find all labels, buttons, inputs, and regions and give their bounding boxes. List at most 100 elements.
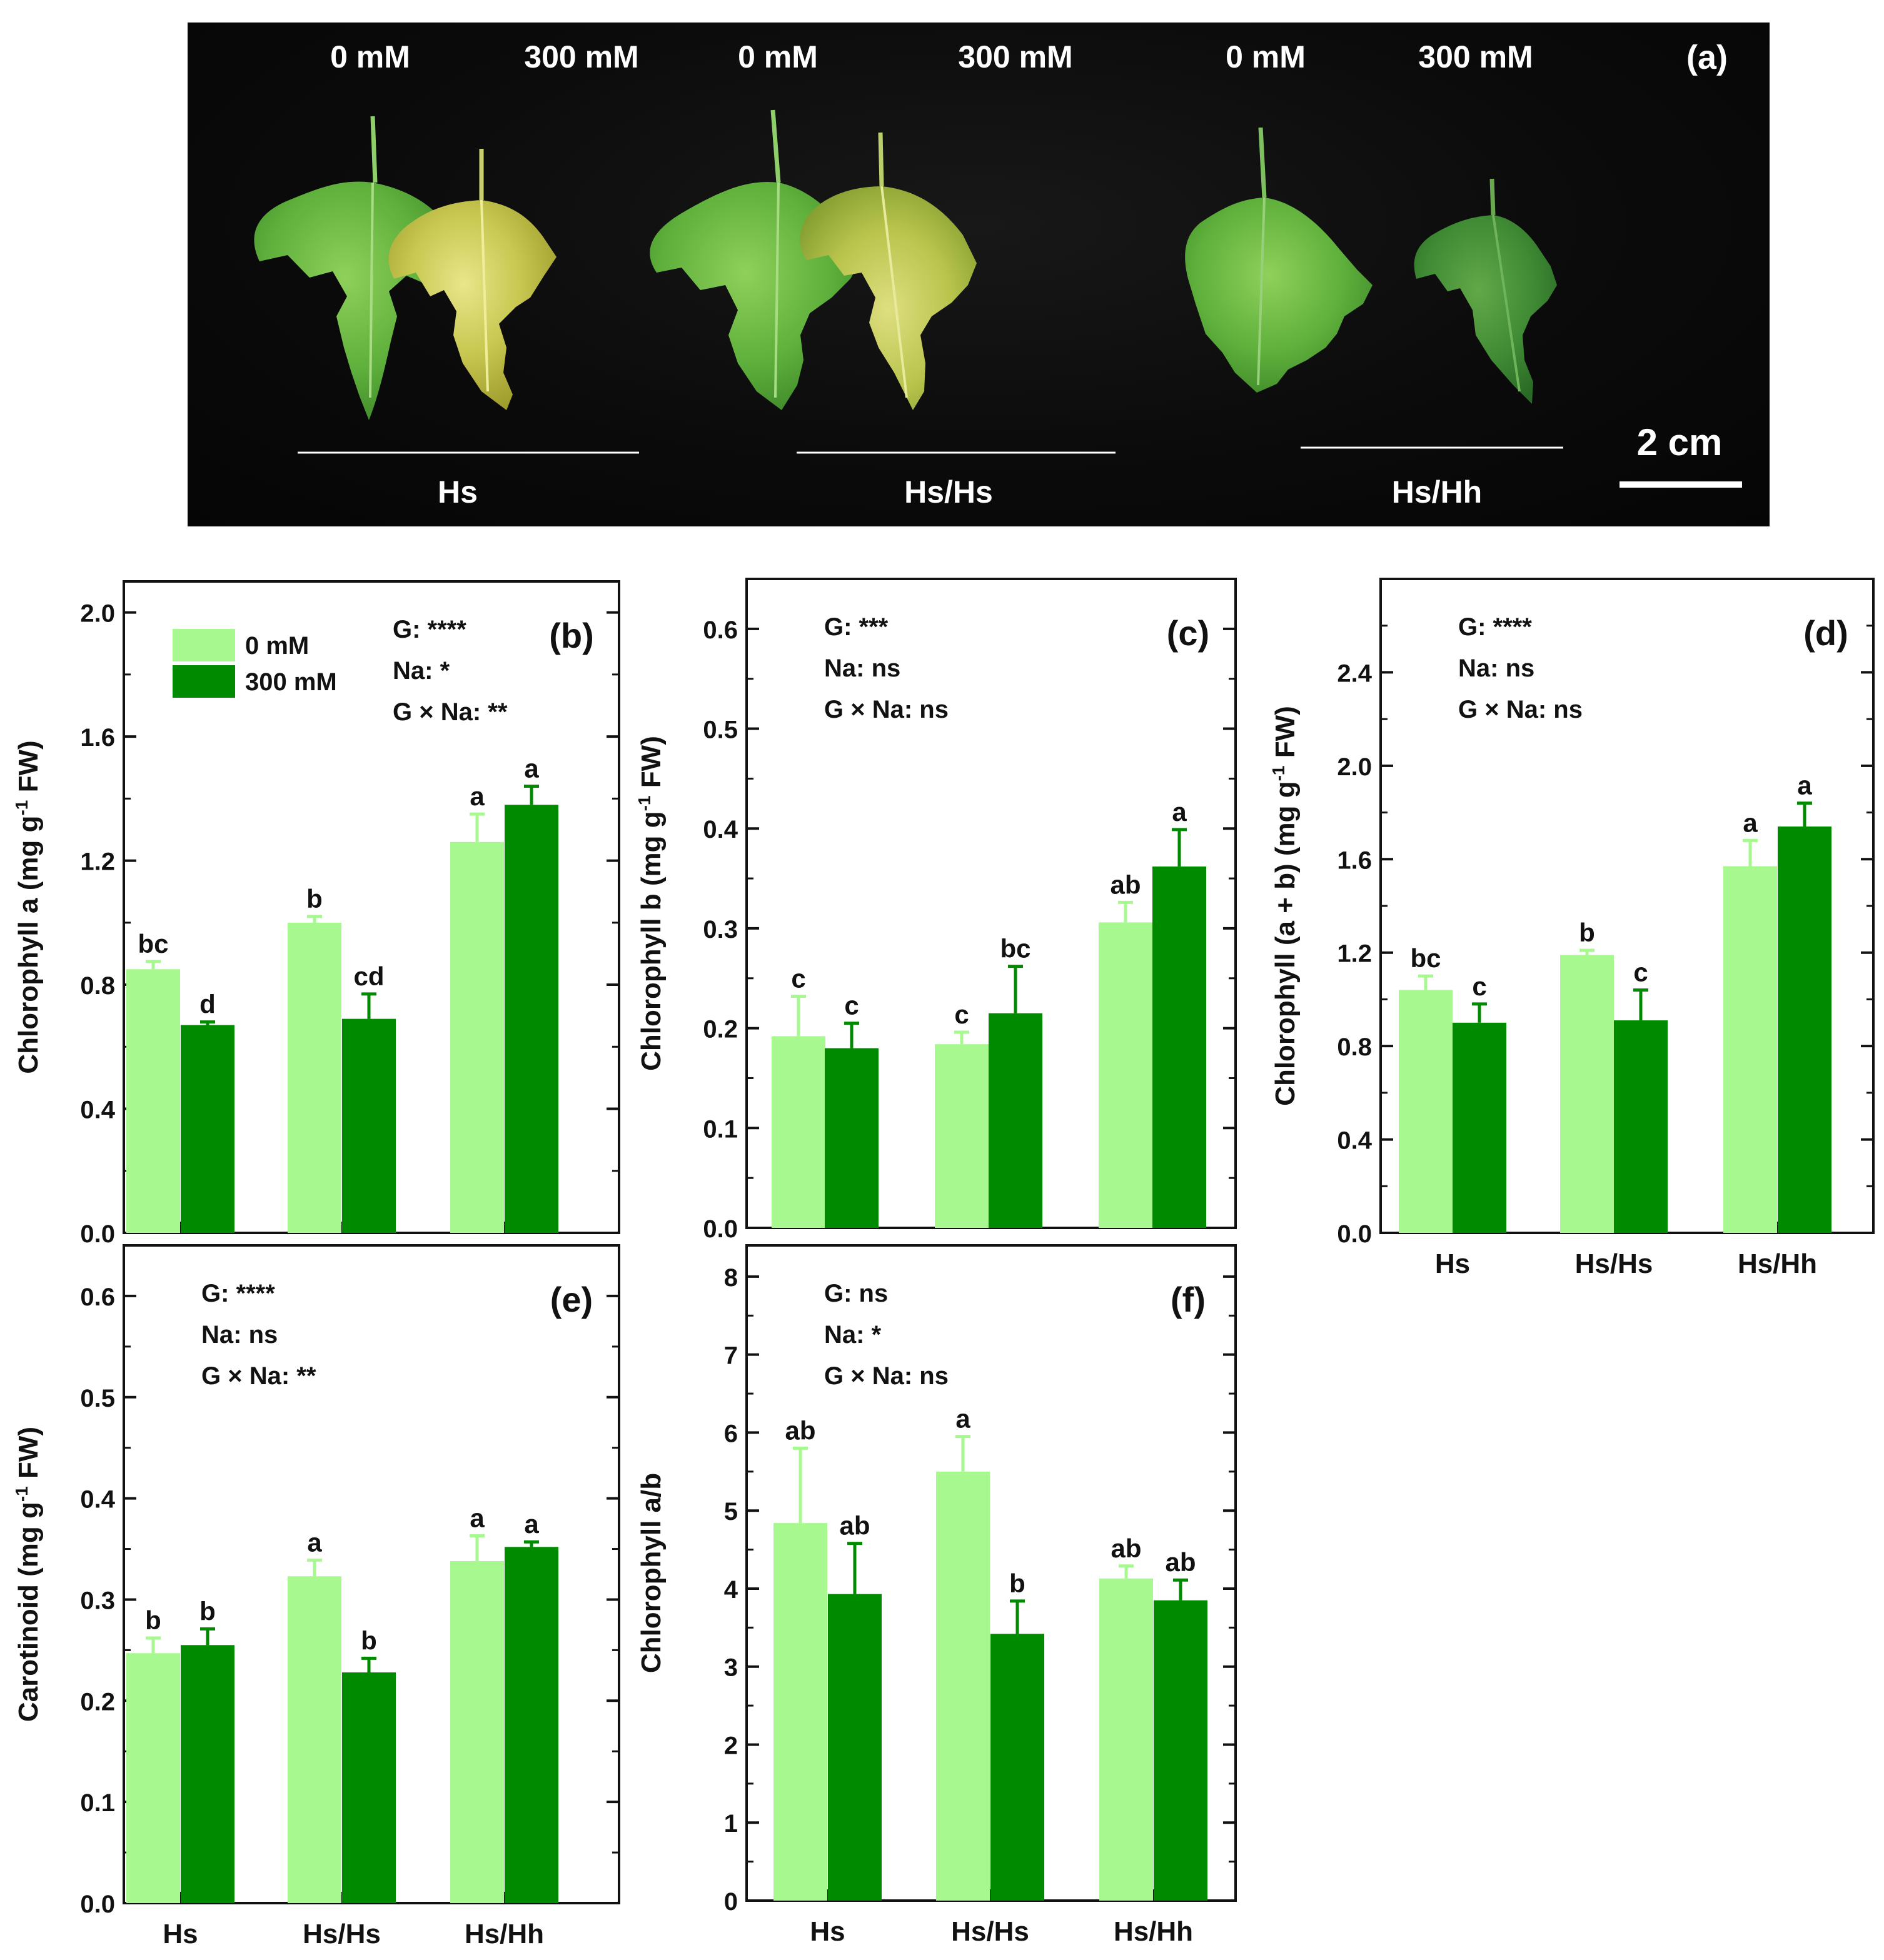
bar <box>773 1523 827 1901</box>
significance-letter: a <box>1743 808 1758 837</box>
y-tick-label: 2.0 <box>1337 753 1372 781</box>
y-tick-label: 2 <box>724 1732 738 1759</box>
y-tick-label: 0.0 <box>80 1220 115 1248</box>
panel-label: (a) <box>1686 39 1728 76</box>
stats-text: G × Na: ns <box>824 1362 949 1390</box>
significance-letter: a <box>470 781 485 811</box>
y-tick-label: 0.8 <box>1337 1033 1372 1061</box>
bar <box>181 1645 234 1903</box>
stats-text: G × Na: ** <box>393 698 508 726</box>
stats-text: G × Na: ns <box>1458 696 1583 723</box>
stats-text: Na: ns <box>201 1321 278 1349</box>
significance-letter: c <box>844 991 859 1020</box>
significance-letter: a <box>524 1509 539 1539</box>
stats-text: G × Na: ** <box>201 1362 316 1390</box>
bar <box>1154 1600 1207 1901</box>
y-axis-label: Chlorophyll a (mg g-1 FW) <box>12 740 44 1073</box>
y-axis-label: Chlorophyll (a + b) (mg g-1 FW) <box>1269 706 1301 1106</box>
significance-letter: a <box>955 1404 970 1434</box>
significance-letter: ab <box>1165 1547 1196 1577</box>
x-tick-label: Hs/Hh <box>1738 1249 1817 1279</box>
x-tick-label: Hs <box>1435 1249 1470 1279</box>
bar <box>828 1594 882 1901</box>
bar <box>505 805 558 1233</box>
significance-letter: c <box>1472 972 1486 1001</box>
y-tick-label: 0.5 <box>80 1385 115 1412</box>
bar <box>1453 1022 1506 1233</box>
bar <box>1614 1020 1668 1233</box>
bar <box>450 1560 504 1903</box>
bar <box>342 1018 396 1233</box>
y-tick-label: 5 <box>724 1498 738 1525</box>
significance-letter: c <box>954 1000 969 1029</box>
treatment-label: 0 mM <box>1226 39 1306 74</box>
y-tick-label: 0.6 <box>80 1284 115 1311</box>
bar <box>1152 866 1206 1228</box>
significance-letter: b <box>1009 1569 1025 1598</box>
y-tick-label: 0.6 <box>703 616 738 644</box>
bar <box>126 1653 180 1903</box>
significance-letter: b <box>306 884 323 913</box>
significance-letter: b <box>199 1596 216 1626</box>
chart-chlorophyll-b: 0.0 0.1 0.2 0.3 0.4 0.5 0.6 Chlorophyll b (mg g… <box>635 578 1237 1243</box>
y-tick-label: 2.4 <box>1337 660 1372 687</box>
y-tick-label: 4 <box>724 1576 738 1604</box>
x-tick-label: Hs <box>810 1916 845 1947</box>
bar <box>1399 990 1453 1233</box>
significance-letter: b <box>145 1606 161 1635</box>
y-axis-label: Carotinoid (mg g-1 FW) <box>12 1427 44 1722</box>
panel-label: (d) <box>1803 613 1848 653</box>
x-tick-label: Hs/Hs <box>951 1916 1029 1947</box>
stats-text: G: **** <box>201 1280 275 1307</box>
scale-bar <box>1620 481 1742 488</box>
y-tick-label: 6 <box>724 1420 738 1447</box>
treatment-label: 300 mM <box>524 39 638 74</box>
x-tick-label: Hs/Hh <box>1114 1916 1193 1947</box>
bar <box>1778 826 1831 1233</box>
bar <box>342 1672 396 1903</box>
significance-letter: cd <box>353 962 384 991</box>
bar <box>825 1048 879 1228</box>
significance-letter: a <box>307 1527 322 1557</box>
leaf-hshh-0mm <box>1185 127 1373 393</box>
bar <box>1723 866 1777 1233</box>
y-tick-label: 0.4 <box>703 816 738 843</box>
significance-letter: b <box>1579 918 1595 947</box>
bar <box>1099 922 1152 1228</box>
y-axis-label: Chlorophyll a/b <box>636 1473 667 1673</box>
significance-letter: bc <box>138 929 168 958</box>
treatment-label: 300 mM <box>1418 39 1533 74</box>
leaf-photo: 0 mM 300 mM 0 mM 300 mM 0 mM 300 mM (a) … <box>188 23 1770 526</box>
bar <box>936 1471 990 1901</box>
y-tick-label: 0.8 <box>80 972 115 1000</box>
y-tick-label: 1.6 <box>80 724 115 751</box>
y-tick-label: 1.2 <box>1337 940 1372 968</box>
bar <box>181 1025 234 1233</box>
y-tick-label: 0.0 <box>1337 1220 1372 1248</box>
significance-letter: ab <box>839 1511 870 1540</box>
bar <box>990 1634 1044 1901</box>
stats-text: Na: ns <box>1458 655 1534 682</box>
panel-label: (f) <box>1171 1280 1206 1319</box>
bar <box>288 922 341 1233</box>
y-tick-label: 7 <box>724 1342 738 1370</box>
y-tick-label: 1 <box>724 1810 738 1837</box>
stats-text: Na: * <box>393 657 450 685</box>
significance-letter: bc <box>1410 943 1441 973</box>
y-tick-label: 0.5 <box>703 716 738 744</box>
y-tick-label: 0.2 <box>703 1016 738 1043</box>
treatment-label: 0 mM <box>738 39 818 74</box>
stats-text: G: ns <box>824 1280 888 1307</box>
treatment-label: 300 mM <box>958 39 1072 74</box>
legend-swatch <box>173 665 235 698</box>
y-tick-label: 0.4 <box>80 1097 115 1124</box>
significance-letter: bc <box>1000 934 1030 963</box>
y-tick-label: 0.1 <box>80 1789 115 1817</box>
x-tick-label: Hs/Hs <box>1575 1249 1653 1279</box>
x-tick-label: Hs/Hh <box>465 1919 544 1949</box>
leaf-hshs-0mm <box>650 109 863 410</box>
panel-label: (c) <box>1167 613 1209 653</box>
panel-label: (e) <box>550 1280 593 1319</box>
bar <box>505 1547 558 1903</box>
y-axis-label: Chlorophyll b (mg g-1 FW) <box>635 736 667 1071</box>
